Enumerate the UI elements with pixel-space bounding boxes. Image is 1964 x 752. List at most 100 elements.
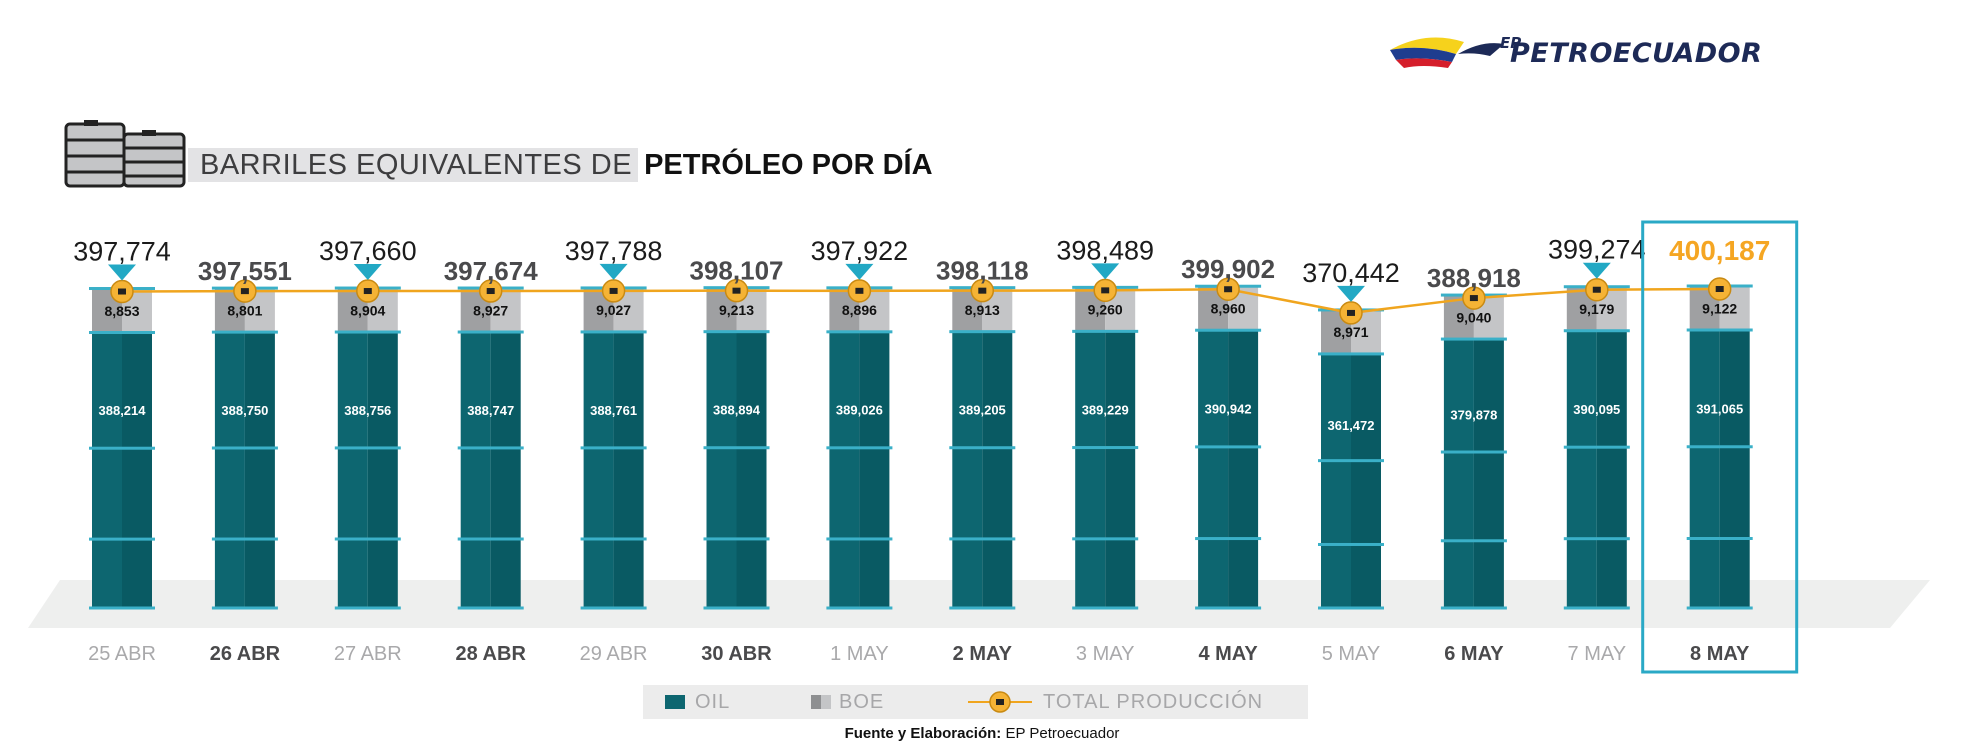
total-value-label: 398,118 [936,256,1029,286]
bar-band [89,331,155,335]
logo-name: PETROECUADOR [1510,38,1762,69]
total-point-marker-center [363,288,372,295]
bar-band [1440,539,1507,543]
category-label: 5 MAY [1322,643,1381,665]
legend-boe-label: BOE [839,691,885,713]
legend-boe-swatch-light [821,695,831,709]
bar-band [1195,445,1262,449]
bar-band [1563,445,1630,449]
oil-barrels-icon [64,120,186,188]
total-point-marker-center [1469,295,1478,302]
oil-value-label: 388,214 [99,403,147,418]
boe-value-label: 9,027 [596,302,631,318]
oil-value-label: 389,229 [1082,402,1129,417]
bar-band [1686,445,1753,449]
boe-value-label: 8,971 [1333,324,1368,340]
total-point-marker-center [1715,286,1724,292]
category-label: 7 MAY [1568,643,1627,665]
bar-band [457,606,524,610]
category-label: 30 ABR [701,643,772,665]
oil-bar-shade [859,331,890,608]
logo-name-text: PETROECUADOR [1510,38,1763,69]
oil-bar-shade [1473,339,1504,608]
bar-band [334,446,401,450]
boe-value-label: 8,927 [473,302,508,318]
petroecuador-flag-logo [1390,37,1504,68]
total-production-line [121,287,1720,315]
oil-value-label: 389,205 [959,403,1006,418]
bar-band [211,330,278,334]
boe-value-label: 9,213 [719,302,754,318]
boe-value-label: 8,896 [842,302,877,318]
oil-value-label: 388,756 [344,403,391,418]
bar-band [580,606,647,610]
bar-band [703,537,770,541]
boe-value-label: 9,260 [1088,302,1123,318]
source-value: EP Petroecuador [1005,725,1120,742]
oil-bar [1198,330,1229,608]
down-triangle-icon [1091,263,1120,280]
bar-band [826,606,893,610]
down-triangle-icon [845,263,874,280]
bar-band [1072,446,1139,450]
boe-value-label: 8,801 [227,302,262,318]
bar-band [949,446,1016,450]
bar-band [457,446,524,450]
bar-band [703,606,770,610]
bar-band [457,537,524,541]
total-point-marker-center [609,287,618,294]
oil-bar-shade [122,332,152,608]
bar-band [334,606,401,610]
legend-total-marker-icon [968,691,1032,713]
total-value-label: 397,788 [565,236,663,266]
bar-band [89,537,155,541]
oil-bar [92,332,122,608]
oil-bar-shade [1719,330,1750,608]
category-label: 2 MAY [953,643,1013,665]
bar-band [1072,329,1139,333]
bar-band [1318,352,1384,356]
boe-value-label: 9,122 [1702,300,1737,316]
total-point-marker-center [1347,309,1355,316]
oil-value-label: 388,750 [221,403,268,418]
down-triangle-icon [108,264,136,281]
oil-value-label: 379,878 [1450,408,1497,423]
oil-bar [460,332,491,608]
oil-bar [952,331,983,608]
source-label: Fuente y Elaboración: [844,725,1002,742]
oil-value-label: 361,472 [1328,418,1375,433]
total-point-marker-center [1224,286,1233,293]
oil-bar [829,331,860,608]
bar-band [580,446,647,450]
bar-band [949,330,1016,334]
oil-bar-shade [613,331,644,608]
total-point-marker-center [732,287,741,294]
total-point-marker-center [1592,286,1601,293]
down-triangle-icon [1582,262,1611,279]
bar-band [949,537,1016,541]
down-triangle-icon [599,263,628,280]
oil-bar-shade [1596,330,1627,608]
category-label: 1 MAY [830,643,889,665]
bar-band [1563,606,1630,610]
bar-band [211,606,278,610]
bar-band [1440,606,1507,610]
bar-band [1563,329,1630,333]
oil-value-label: 388,894 [713,403,761,418]
bar-band [826,330,893,334]
bar-band [89,446,155,450]
oil-bar [583,331,614,608]
boe-value-label: 8,853 [104,303,139,319]
legend-oil-label: OIL [695,691,731,713]
boe-value-label: 9,179 [1579,301,1614,317]
oil-bar [1689,330,1720,608]
bar-band [580,537,647,541]
category-label: 29 ABR [580,643,648,665]
bar-band [89,606,155,610]
bar-band [211,446,278,450]
bar-band [1318,606,1384,610]
bar-band [703,330,770,334]
oil-bar-shade [490,332,521,608]
oil-bar [1321,353,1351,608]
